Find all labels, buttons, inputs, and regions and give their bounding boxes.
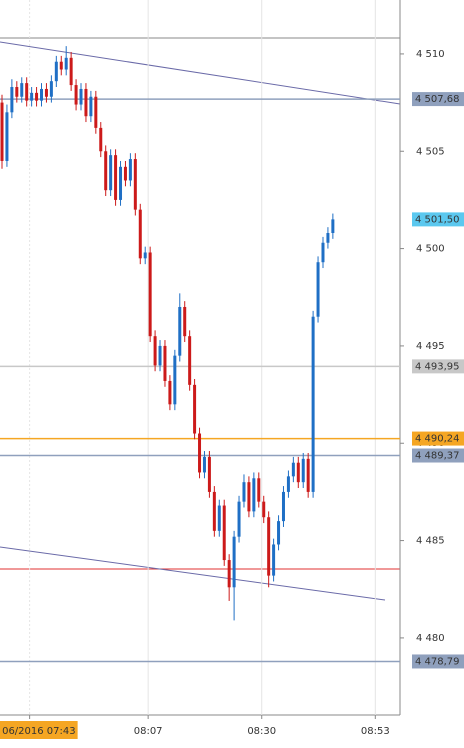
candle-body [178,306,182,356]
candle-body [217,505,221,531]
x-tick-label: 06/2016 07:43 [2,726,76,737]
candle-body [69,57,73,86]
candle-body [326,233,330,243]
candle-body [237,501,241,537]
candle-body [114,155,118,200]
candle-body [183,306,187,337]
candle-body [321,242,325,263]
candle-body [138,209,142,259]
candle-body [143,252,147,259]
candle-body [99,127,103,152]
y-tick-label: 4 485 [416,536,445,547]
candle-body [316,262,320,317]
candle-body [296,462,300,483]
candle-body [306,458,310,492]
candle-body [40,88,44,101]
level-label: 4 507,68 [415,94,460,105]
level-label: 4 493,95 [415,361,460,372]
candle-body [119,166,123,200]
candle-body [49,81,53,97]
candle-body [123,166,127,181]
candle-body [242,482,246,502]
candle-body [84,88,88,117]
candle-body [227,560,231,588]
candle-body [202,456,206,473]
level-box [412,359,464,374]
candle-body [212,491,216,531]
x-tick-highlight [0,721,78,739]
level-box [412,212,464,227]
candle-body [286,476,290,492]
candle-body [222,505,226,561]
candle-body [54,61,58,82]
candle-body [207,456,211,492]
level-label: 4 490,24 [415,434,460,445]
candle-body [188,336,192,385]
level-label: 4 478,79 [415,656,460,667]
candle-body [173,355,177,405]
candle-body [168,380,172,405]
level-box [412,448,464,463]
candle-body [20,83,24,97]
candle-body [277,521,281,545]
level-box [412,92,464,107]
candle-body [267,517,271,576]
candle-body [79,88,83,105]
y-tick-label: 4 510 [416,49,445,60]
y-tick-label: 4 495 [416,341,445,352]
y-tick-label: 4 480 [416,633,445,644]
candle-body [104,151,108,191]
candle-body [35,92,39,101]
candle-body [232,536,236,588]
candle-body [331,219,335,234]
candle-body [281,491,285,522]
y-tick-label: 4 500 [416,244,445,255]
candle-body [25,83,29,101]
candle-body [262,501,266,518]
candle-body [109,155,113,191]
candle-body [15,87,19,97]
candle-body [198,433,202,473]
candle-body [128,159,132,181]
candle-body [30,92,34,101]
candle-body [74,85,78,105]
y-tick-label: 4 505 [416,146,445,157]
candle-body [193,384,197,434]
level-label: 4 489,37 [415,451,460,462]
candle-body [44,88,48,97]
candle-body [94,96,98,128]
candle-body [64,57,68,70]
trend-line [0,546,386,601]
candle-body [133,159,137,210]
candle-body [163,345,167,381]
x-tick-label: 08:30 [247,726,276,737]
candle-body [257,478,261,502]
candle-body [153,336,157,366]
level-label: 4 501,50 [415,214,460,225]
x-tick-label: 08:07 [134,726,163,737]
candle-body [311,316,315,492]
candle-body [0,102,4,161]
level-box [412,431,464,446]
level-box [412,654,464,669]
candle-body [5,112,9,161]
candle-body [252,478,256,512]
candle-body [59,61,63,70]
candle-body [291,462,295,477]
x-tick-label: 08:53 [361,726,390,737]
candle-body [148,252,152,337]
candle-body [89,96,93,117]
candle-body [247,482,251,512]
candle-body [272,544,276,576]
candle-body [301,458,305,483]
candle-body [10,87,14,113]
candle-body [158,345,162,366]
